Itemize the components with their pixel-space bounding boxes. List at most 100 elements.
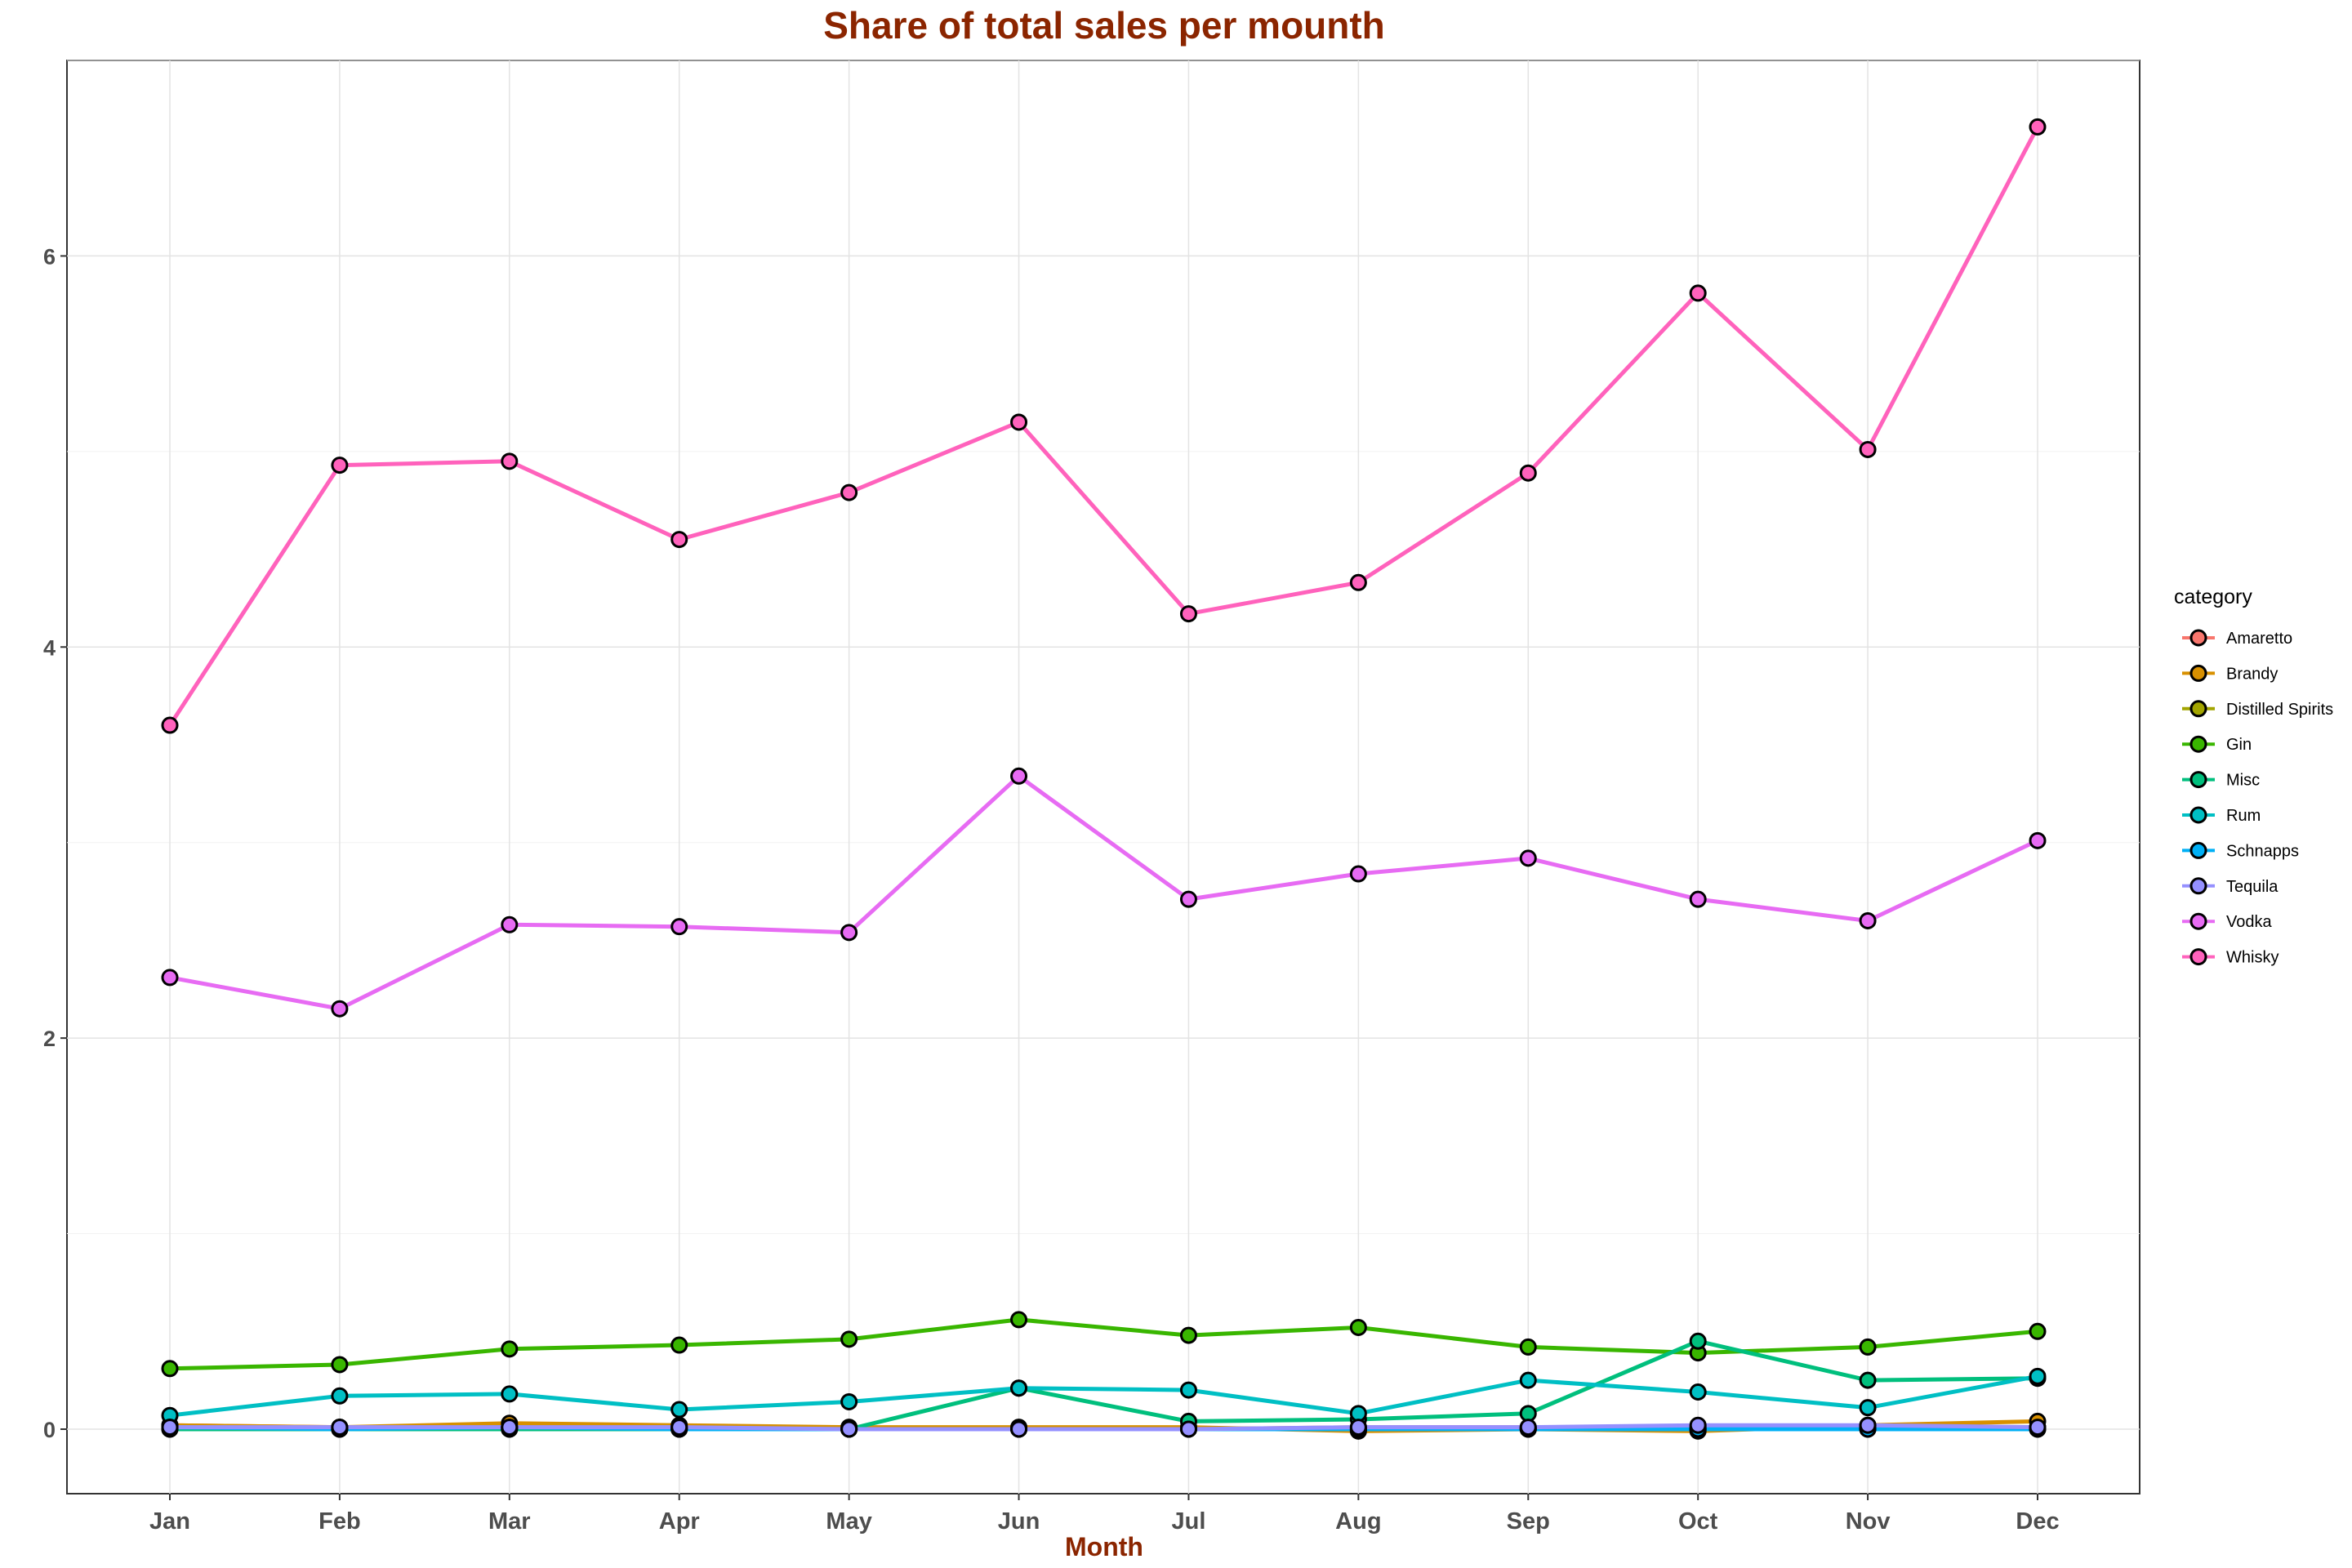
- x-tick-label: Jun: [998, 1508, 1040, 1535]
- data-point: [161, 1360, 179, 1378]
- series-lines: [161, 118, 2047, 1440]
- x-tick-label: Feb: [318, 1508, 361, 1535]
- data-point: [501, 1419, 519, 1437]
- legend-label: Tequila: [2226, 878, 2278, 896]
- data-point: [1859, 1399, 1877, 1417]
- data-point: [840, 1420, 858, 1438]
- data-point: [1010, 413, 1028, 431]
- data-point: [2029, 1322, 2047, 1340]
- data-point: [1010, 767, 1028, 785]
- data-point: [1010, 1420, 1028, 1438]
- data-point: [1689, 1332, 1707, 1350]
- x-tick-label: Sep: [1507, 1508, 1550, 1535]
- data-point: [840, 483, 858, 501]
- data-point: [1349, 865, 1367, 883]
- legend-key-point: [2189, 877, 2207, 895]
- x-tick-label: Nov: [1846, 1508, 1891, 1535]
- plot-panel: [66, 60, 2140, 1494]
- data-point: [1179, 1381, 1197, 1399]
- data-point: [1689, 284, 1707, 302]
- legend-label: Rum: [2226, 807, 2261, 825]
- legend-label: Vodka: [2226, 913, 2272, 931]
- legend-title: category: [2174, 586, 2252, 608]
- y-axis: 0 2 4 6: [43, 244, 67, 1442]
- x-tick-label: May: [826, 1508, 871, 1535]
- series-line: [167, 126, 2040, 727]
- data-point: [1519, 849, 1537, 867]
- data-point: [1519, 1371, 1537, 1389]
- series-line: [169, 1317, 2038, 1371]
- legend-label: Amaretto: [2226, 630, 2292, 648]
- data-point: [2029, 1367, 2047, 1385]
- legend-key-point: [2189, 664, 2207, 682]
- data-point: [1349, 1318, 1367, 1336]
- data-point: [2029, 831, 2047, 849]
- data-point: [331, 1387, 349, 1405]
- data-point: [1010, 1311, 1028, 1329]
- data-point: [1859, 911, 1877, 929]
- x-tick-label: Mar: [488, 1508, 531, 1535]
- data-point: [840, 924, 858, 942]
- legend-key-point: [2189, 735, 2207, 753]
- data-point: [2029, 1419, 2047, 1437]
- chart-title: Share of total sales per mounth: [823, 4, 1385, 47]
- legend-key-point: [2189, 629, 2207, 647]
- data-point: [161, 1419, 179, 1437]
- legend-key-point: [2189, 806, 2207, 824]
- x-tick-label: Jan: [149, 1508, 190, 1535]
- data-point: [501, 915, 519, 933]
- x-tick-label: Aug: [1335, 1508, 1381, 1535]
- data-point: [331, 457, 349, 474]
- data-point: [840, 1392, 858, 1410]
- data-point: [501, 1340, 519, 1358]
- x-tick-label: Oct: [1678, 1508, 1718, 1535]
- y-tick-label: 4: [43, 635, 56, 660]
- data-point: [670, 918, 688, 936]
- x-tick-label: Jul: [1172, 1508, 1206, 1535]
- legend-label: Schnapps: [2226, 842, 2299, 860]
- legend-key-point: [2189, 912, 2207, 930]
- y-tick-label: 0: [43, 1418, 56, 1442]
- data-point: [670, 1336, 688, 1354]
- data-point: [1859, 1416, 1877, 1434]
- legend-key-point: [2189, 771, 2207, 789]
- data-point: [1519, 464, 1537, 482]
- legend-label: Brandy: [2226, 665, 2278, 683]
- series-line: [169, 773, 2039, 1011]
- data-point: [670, 1401, 688, 1419]
- data-point: [840, 1330, 858, 1348]
- y-tick-label: 2: [43, 1027, 56, 1051]
- data-point: [501, 452, 519, 470]
- y-tick-label: 6: [43, 244, 56, 269]
- x-axis: Jan Feb Mar Apr May Jun Jul Aug Sep Oct Nov Dec: [149, 1494, 2060, 1535]
- legend-label: Misc: [2226, 772, 2260, 790]
- data-point: [1349, 1419, 1367, 1437]
- data-point: [161, 969, 179, 987]
- data-point: [1859, 440, 1877, 458]
- x-axis-label: Month: [1065, 1532, 1143, 1561]
- data-point: [1179, 605, 1197, 623]
- data-point: [1519, 1338, 1537, 1356]
- data-point: [1349, 573, 1367, 591]
- data-point: [331, 1356, 349, 1374]
- legend-key-point: [2189, 948, 2207, 966]
- data-point: [670, 531, 688, 549]
- data-point: [161, 716, 179, 734]
- data-point: [1010, 1379, 1028, 1397]
- data-point: [670, 1419, 688, 1437]
- series-line: [169, 1374, 2038, 1418]
- data-point: [1179, 890, 1197, 908]
- legend-label: Gin: [2226, 736, 2252, 754]
- data-point: [1689, 1416, 1707, 1434]
- data-point: [331, 1419, 349, 1437]
- data-point: [1179, 1326, 1197, 1344]
- data-point: [1859, 1371, 1877, 1389]
- data-point: [331, 1000, 349, 1018]
- legend: category Amaretto Brandy Distilled Spirits…: [2174, 586, 2333, 967]
- legend-key-point: [2189, 841, 2207, 859]
- series-line: [170, 1423, 2038, 1432]
- legend-label: Whisky: [2226, 949, 2278, 967]
- data-point: [1859, 1338, 1877, 1356]
